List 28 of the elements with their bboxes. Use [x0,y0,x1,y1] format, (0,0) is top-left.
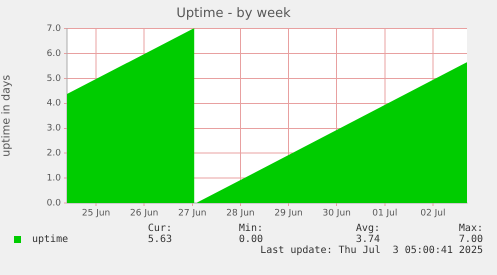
y-tick-label: 7.0 [46,24,62,34]
text: 7.00 [458,234,483,245]
chart-title: Uptime - by week [176,6,292,22]
text: Avg: [356,223,380,234]
y-tick-label: 4.0 [46,98,62,109]
text: 0.00 [238,234,263,245]
y-tick-label: 3.0 [46,124,62,134]
text: Last update: Thu Jul 3 05:00:41 2025 [260,245,483,256]
text: Cur: [148,223,172,234]
y-tick-label: 5.0 [46,74,62,84]
text: Min: [238,223,263,234]
text: Max: [458,223,483,234]
y-tick-label: 6.0 [46,48,62,59]
x-tick-label: 29 Jun [274,208,303,219]
y-axis-title: uptime in days [0,74,12,157]
y-tick-label: 0.0 [46,198,62,208]
y-tick-label: 2.0 [46,148,62,159]
x-tick-label: 26 Jun [130,208,158,219]
x-tick-label: 01 Jul [372,208,398,219]
x-tick-label: 30 Jun [322,208,351,219]
x-tick-label: 28 Jun [226,208,255,219]
x-tick-label: 02 Jul [420,208,446,219]
text: 5.63 [148,234,172,245]
legend-label: uptime [32,234,68,245]
y-tick-label: 1.0 [46,173,62,184]
x-tick-label: 27 Jun [178,208,207,219]
text: 3.74 [356,234,380,245]
x-tick-label: 25 Jun [82,208,110,219]
